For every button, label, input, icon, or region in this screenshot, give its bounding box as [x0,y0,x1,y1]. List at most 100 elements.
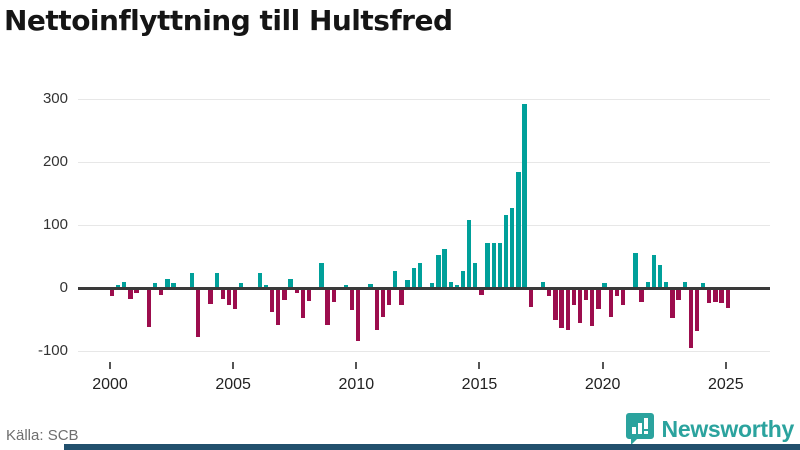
bar [491,242,496,289]
x-axis-tick-mark [724,362,727,369]
bar [442,248,447,289]
bar [282,288,287,300]
bar [596,288,601,310]
bar [701,282,706,289]
x-axis-tick-label: 2020 [584,376,621,393]
bar [134,288,139,294]
bar [116,284,121,289]
x-axis-tick-label: 2005 [215,376,251,393]
bar [368,283,373,289]
bar [399,288,404,305]
x-axis-tick-label: 2015 [461,376,498,393]
bar [325,288,330,326]
bar [226,288,232,305]
bar [497,242,503,289]
bar [128,288,133,299]
bar [393,271,398,289]
bar [411,268,416,289]
bar [165,278,170,289]
gridline [78,224,770,226]
bar [430,283,435,289]
bar [263,285,269,289]
x-axis-tick-mark [601,362,604,369]
bar [343,285,349,289]
bar [688,288,693,349]
bar [300,288,306,318]
y-axis-tick-label: 0 [59,279,68,297]
bar [694,288,700,332]
bar [122,282,127,289]
bar [614,288,620,297]
newsworthy-logo: Newsworthy [625,412,795,446]
bar [707,288,712,304]
bar [257,272,262,289]
bar [380,288,386,317]
bar [189,272,195,289]
bar [109,288,115,296]
bar [159,288,164,296]
bar [682,282,687,289]
x-axis-tick-label: 2010 [338,376,375,393]
bar [294,288,299,294]
y-axis-tick-label: 300 [42,90,68,108]
bar [239,283,244,289]
bar [651,254,657,289]
bar [571,288,576,305]
page-title: Nettoinflyttning till Hultsfred [4,4,453,37]
bar [602,282,607,289]
bar [288,278,293,289]
bar [233,288,238,310]
bar [171,283,176,289]
bar [214,272,219,289]
bar [540,282,546,289]
bar [553,288,558,320]
bar [152,282,158,289]
bar [676,288,681,300]
gridline [78,161,770,163]
bar [516,172,521,289]
bar [454,284,459,289]
x-axis-tick-label: 2000 [92,376,128,393]
bar [565,288,570,330]
bar [356,288,361,341]
bar [331,288,336,303]
bar [608,288,613,317]
bar [208,288,213,305]
bar [633,253,638,289]
x-axis-tick-mark [355,362,358,369]
bar [479,288,484,295]
bar [196,288,201,337]
x-axis-tick-mark [109,362,111,369]
bar [319,263,324,289]
bar [460,270,466,289]
bar [306,288,312,301]
bar [547,288,552,296]
bar [510,207,515,289]
bottom-accent-bar [64,444,800,450]
bar [719,288,724,304]
bar [276,288,281,326]
bar [146,288,152,327]
bar [436,254,441,289]
newsworthy-wordmark: Newsworthy [661,415,795,442]
gridline [78,350,770,352]
bar [590,288,595,327]
gridline [78,98,770,100]
bar [528,288,533,307]
bar [522,104,527,289]
bar [664,282,669,289]
bar [559,288,564,328]
bar [639,288,644,302]
bar [417,263,423,289]
bar [485,242,490,289]
bar [620,288,626,305]
bar [725,288,730,308]
bar [448,282,453,289]
bar [386,288,392,305]
bar [467,220,472,289]
bar [713,288,718,302]
bar [577,288,583,323]
bar [657,264,663,289]
y-axis-tick-label: 200 [42,153,68,171]
